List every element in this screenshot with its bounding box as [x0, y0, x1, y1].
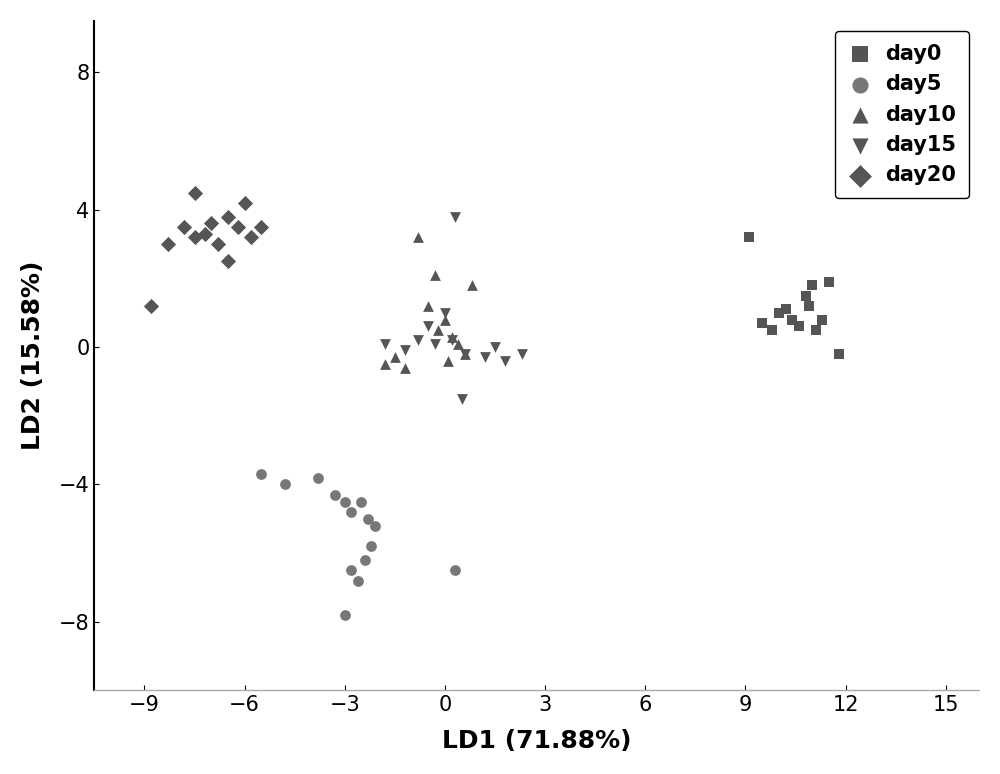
- day20: [237, 197, 253, 209]
- day10: [410, 231, 426, 243]
- day15: [477, 351, 493, 364]
- day15: [487, 341, 503, 353]
- day15: [444, 334, 460, 347]
- day0: [798, 289, 814, 302]
- day20: [253, 221, 269, 233]
- Legend: day0, day5, day10, day15, day20: day0, day5, day10, day15, day20: [835, 31, 969, 198]
- day20: [230, 221, 246, 233]
- day10: [440, 354, 456, 367]
- day20: [220, 211, 236, 223]
- day10: [457, 348, 473, 360]
- day5: [327, 488, 343, 501]
- day0: [831, 348, 847, 360]
- day0: [808, 324, 824, 336]
- day5: [363, 540, 379, 553]
- day5: [343, 505, 359, 518]
- day20: [187, 187, 203, 199]
- day10: [427, 269, 443, 281]
- day15: [397, 344, 413, 357]
- day20: [210, 238, 226, 250]
- day5: [310, 471, 326, 484]
- day20: [197, 228, 213, 240]
- day10: [444, 330, 460, 343]
- day15: [377, 337, 393, 350]
- day0: [791, 320, 807, 333]
- day20: [220, 255, 236, 267]
- day0: [801, 300, 817, 312]
- day0: [784, 313, 800, 326]
- day5: [357, 553, 373, 566]
- day10: [377, 358, 393, 371]
- day10: [387, 351, 403, 364]
- day0: [771, 307, 787, 319]
- day20: [203, 217, 219, 230]
- day10: [397, 361, 413, 374]
- day15: [437, 307, 453, 319]
- day0: [821, 276, 837, 288]
- day15: [420, 320, 436, 333]
- day20: [143, 300, 159, 312]
- day15: [410, 334, 426, 347]
- day15: [427, 337, 443, 350]
- day15: [447, 211, 463, 223]
- day0: [804, 279, 820, 292]
- day20: [187, 231, 203, 243]
- day5: [360, 512, 376, 525]
- day0: [814, 313, 830, 326]
- day0: [754, 317, 770, 329]
- day5: [353, 495, 369, 508]
- Y-axis label: LD2 (15.58%): LD2 (15.58%): [21, 261, 45, 450]
- day15: [497, 354, 513, 367]
- day0: [778, 303, 794, 316]
- day5: [350, 574, 366, 587]
- day0: [764, 324, 780, 336]
- day20: [243, 231, 259, 243]
- day5: [367, 519, 383, 532]
- day5: [277, 478, 293, 491]
- day5: [337, 608, 353, 621]
- day10: [430, 324, 446, 336]
- day10: [437, 313, 453, 326]
- day10: [450, 337, 466, 350]
- day0: [741, 231, 757, 243]
- day20: [160, 238, 176, 250]
- day20: [176, 221, 192, 233]
- day5: [343, 564, 359, 577]
- day10: [464, 279, 480, 292]
- day5: [253, 468, 269, 481]
- day5: [337, 495, 353, 508]
- day10: [420, 300, 436, 312]
- day15: [514, 348, 530, 360]
- day15: [454, 392, 470, 405]
- X-axis label: LD1 (71.88%): LD1 (71.88%): [442, 729, 632, 753]
- day15: [457, 348, 473, 360]
- day5: [447, 564, 463, 577]
